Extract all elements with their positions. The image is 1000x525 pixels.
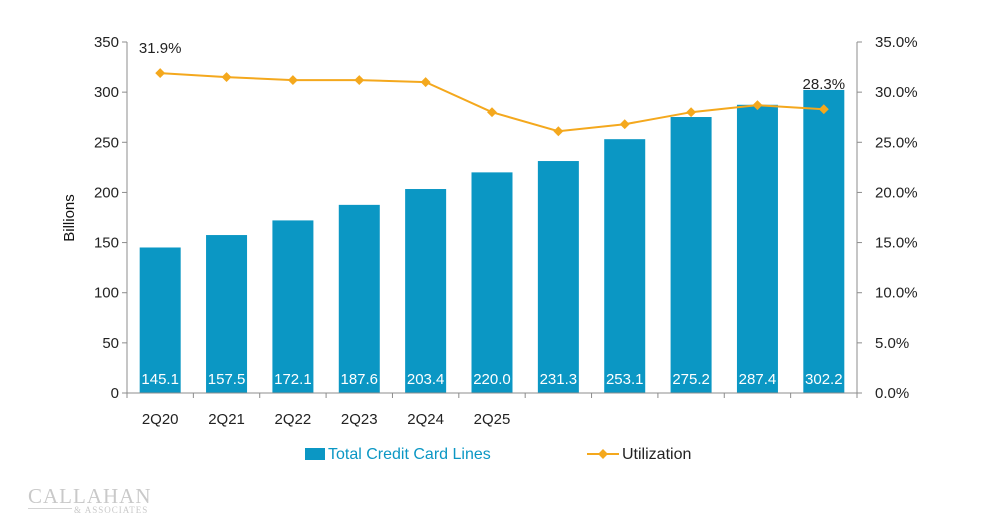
x-tick-label: 2Q23: [341, 411, 378, 428]
right-tick-label: 15.0%: [875, 235, 918, 252]
right-tick-label: 25.0%: [875, 134, 918, 151]
logo-subtext: & ASSOCIATES: [74, 505, 149, 515]
right-tick-label: 10.0%: [875, 285, 918, 302]
bar: [471, 172, 513, 393]
bar: [139, 247, 181, 393]
bar-value-label: 302.2: [805, 371, 843, 388]
utilization-point: [354, 75, 365, 86]
right-tick-label: 5.0%: [875, 335, 909, 352]
legend-swatch-marker: [598, 449, 608, 459]
left-tick-label: 200: [94, 184, 119, 201]
left-tick-label: 150: [94, 235, 119, 252]
x-tick-label: 2Q24: [407, 411, 444, 428]
utilization-point: [818, 104, 829, 115]
bar-value-label: 172.1: [274, 371, 312, 388]
bar-value-label: 157.5: [208, 371, 246, 388]
left-axis-ticks: 0 50 100 150 200 250 300 350: [94, 34, 127, 402]
bar: [206, 235, 248, 393]
utilization-point: [619, 119, 630, 130]
bar-value-label: 220.0: [473, 371, 511, 388]
bar: [338, 204, 380, 393]
axes: [126, 42, 858, 394]
bar-value-label: 231.3: [540, 371, 578, 388]
right-tick-label: 0.0%: [875, 385, 909, 402]
right-tick-label: 30.0%: [875, 84, 918, 101]
bar: [604, 139, 646, 393]
bar-value-label: 203.4: [407, 371, 445, 388]
x-tick-label: 2Q20: [142, 411, 179, 428]
right-tick-label: 35.0%: [875, 34, 918, 51]
left-tick-label: 300: [94, 84, 119, 101]
legend: Total Credit Card Lines Utilization: [305, 446, 691, 463]
bar-value-label: 145.1: [141, 371, 179, 388]
x-axis-ticks: 2Q20 2Q21 2Q22 2Q23 2Q24 2Q25: [126, 393, 858, 428]
bar-series: [139, 89, 845, 393]
legend-label-line: Utilization: [622, 446, 691, 463]
left-tick-label: 50: [102, 335, 119, 352]
bar-value-label: 187.6: [340, 371, 378, 388]
utilization-point: [553, 126, 564, 137]
y-axis-title: Billions: [61, 194, 78, 242]
callahan-logo: CALLAHAN & ASSOCIATES: [28, 486, 178, 516]
utilization-line-series: 31.9% 28.3%: [139, 40, 846, 137]
utilization-point: [221, 72, 232, 83]
bar: [736, 104, 778, 393]
utilization-line: [160, 72, 824, 133]
utilization-point-label: 28.3%: [803, 76, 846, 93]
left-tick-label: 0: [111, 385, 119, 402]
left-tick-label: 350: [94, 34, 119, 51]
x-tick-label: 2Q22: [275, 411, 312, 428]
left-tick-label: 100: [94, 285, 119, 302]
utilization-point: [287, 75, 298, 86]
right-axis-ticks: 0.0% 5.0% 10.0% 15.0% 20.0% 25.0% 30.0% 35.0%: [857, 34, 918, 402]
bar-value-label: 275.2: [672, 371, 710, 388]
utilization-point: [752, 100, 763, 111]
right-tick-label: 20.0%: [875, 184, 918, 201]
bar-value-label: 287.4: [739, 371, 777, 388]
legend-swatch-bars: [305, 448, 325, 460]
utilization-point: [487, 107, 497, 118]
x-tick-label: 2Q25: [474, 411, 511, 428]
logo-text: CALLAHAN: [28, 484, 152, 508]
utilization-point: [420, 77, 431, 88]
bar: [803, 89, 845, 393]
x-tick-label: 2Q21: [208, 411, 245, 428]
logo-divider: [28, 508, 72, 509]
bar: [537, 161, 579, 393]
bar-value-label: 253.1: [606, 371, 644, 388]
bar: [670, 117, 712, 393]
left-tick-label: 250: [94, 134, 119, 151]
bar: [405, 189, 447, 393]
utilization-point: [155, 68, 166, 79]
legend-label-bars: Total Credit Card Lines: [328, 446, 491, 463]
utilization-point: [686, 107, 697, 118]
utilization-point-label: 31.9%: [139, 40, 182, 57]
bar-value-labels: 145.1 157.5 172.1 187.6 203.4 220.0 231.3 253.1…: [141, 371, 842, 388]
bar: [272, 220, 314, 393]
